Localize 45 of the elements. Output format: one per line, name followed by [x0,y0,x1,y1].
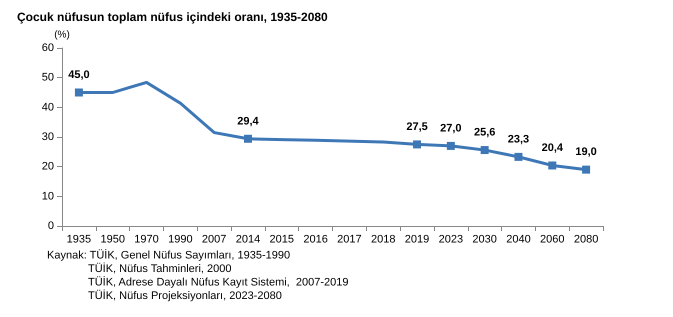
y-tick-label: 30 [42,131,54,143]
y-tick-label: 0 [48,220,54,232]
text: TÜİK, Nüfus Tahminleri, 2000 [88,262,232,275]
y-tick-label: 40 [42,101,54,114]
x-tick-label: 2040 [506,234,531,246]
text: TÜİK, Nüfus Projeksiyonları, 2023-2080 [88,289,282,302]
point [74,88,83,96]
point [548,161,556,170]
y-tick-label: 10 [42,190,54,202]
text: TÜİK, Adrese Dayalı Nüfus Kayıt Sistemi, 2007-2019 [88,276,348,288]
point [446,142,455,150]
text: Kaynak: TÜİK, Genel Nüfus Sayımları, 1935-1990 [47,248,290,262]
x-tick-label: 1970 [134,234,159,246]
x-tick-label: 2017 [337,234,362,246]
x-tick-label: 2019 [404,234,430,246]
data-label: 19,0 [575,146,597,158]
point [480,146,489,154]
x-tick-label: 2030 [472,234,497,246]
data-label: 20,4 [542,142,564,154]
point [514,152,522,161]
y-axis-title: (%) [54,30,70,40]
x-tick-label: 2060 [540,234,565,246]
x-tick-label: 2014 [236,234,260,246]
data-label: 23,3 [508,133,530,146]
chart-title: Çocuk nüfusun toplam nüfus içindeki oranı, 1935-2080 [17,10,328,24]
data-label: 29,4 [237,115,260,128]
point [244,134,252,143]
x-tick-label: 1990 [168,234,193,246]
x-tick-label: 2018 [370,234,396,246]
point [413,140,422,148]
point [582,166,590,174]
x-tick-label: 2007 [202,234,226,246]
data-label: 27,0 [440,122,462,134]
x-tick-label: 2023 [438,234,464,246]
x-tick-label: 2015 [270,234,294,246]
y-tick-label: 20 [42,160,54,173]
x-tick-label: 1950 [100,234,125,246]
x-tick-label: 2016 [303,234,328,246]
y-tick-label: 50 [42,72,54,84]
x-tick-label: 2080 [574,234,598,246]
x-tick-label: 1935 [66,234,92,246]
data-label: 25,6 [474,126,496,139]
y-tick-label: 60 [42,42,54,54]
data-label: 45,0 [68,69,90,81]
data-label: 27,5 [406,120,428,133]
